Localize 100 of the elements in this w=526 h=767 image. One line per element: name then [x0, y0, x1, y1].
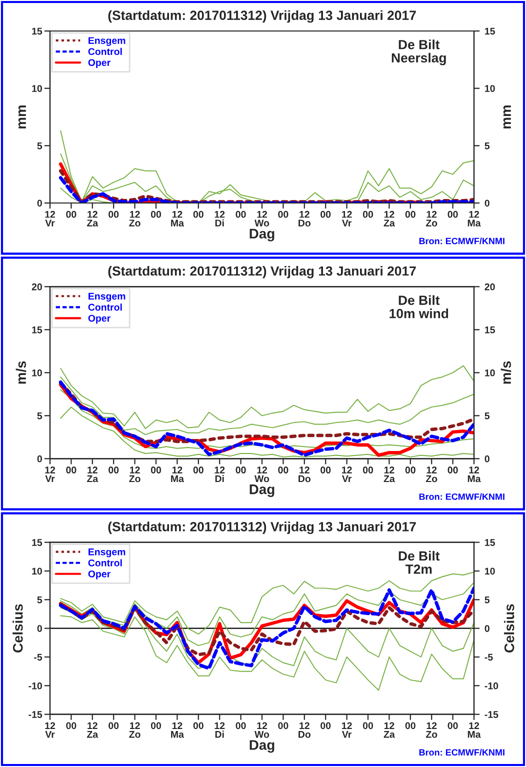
legend-label: Control	[88, 48, 122, 56]
y-tick-label: 0	[37, 625, 42, 632]
y-tick-label: 15	[32, 326, 42, 334]
x-tick-label: 12 Di	[214, 210, 225, 226]
x-tick-label: 00	[193, 210, 204, 218]
x-tick-label: 00	[66, 466, 76, 474]
legend-label: Ensgem	[88, 37, 126, 46]
y2-tick-label: 15	[485, 539, 495, 546]
x-tick-label: 00	[66, 722, 76, 730]
x-tick-label: 00	[405, 466, 416, 474]
y-axis-title: mm	[18, 106, 26, 128]
y2-tick-label: 5	[484, 596, 490, 604]
y2-tick-label: 5	[484, 412, 490, 420]
x-tick-label: 00	[66, 210, 76, 218]
x-tick-label: 00	[193, 466, 204, 474]
y-tick-label: -5	[34, 654, 42, 661]
y-tick-label: 10	[32, 369, 42, 376]
y2-axis-title: Celsius	[504, 604, 514, 652]
y-tick-label: 0	[37, 455, 42, 462]
x-tick-label: 12 Za	[384, 210, 395, 226]
x-axis-title: Dag	[250, 740, 274, 753]
x-tick-label: 12 Ma	[171, 722, 184, 738]
chart-title: (Startdatum: 2017011312) Vrijdag 13 Januari 2017	[108, 266, 416, 278]
x-tick-label: 00	[150, 466, 162, 474]
legend-label: Oper	[88, 570, 110, 580]
y-tick-label: 20	[32, 283, 42, 290]
x-tick-label: 12 Ma	[171, 466, 184, 482]
y2-tick-label: 5	[484, 142, 490, 150]
y-tick-label: 15	[32, 28, 42, 35]
x-tick-label: 12 Zo	[129, 466, 140, 482]
x-tick-label: 00	[448, 210, 458, 218]
y-tick-label: 10	[32, 568, 42, 575]
x-tick-label: 12 Di	[214, 466, 225, 482]
x-tick-label: 00	[320, 466, 331, 474]
x-tick-label: 12 Wo	[254, 722, 270, 738]
x-tick-label: 12 Zo	[426, 466, 438, 482]
y-tick-label: 5	[37, 142, 42, 150]
x-tick-label: 12 Do	[298, 466, 310, 482]
x-tick-label: 12 Ma	[171, 210, 184, 226]
y-axis-title: m/s	[16, 361, 26, 384]
x-tick-label: 00	[278, 722, 288, 730]
y2-tick-label: 0	[484, 200, 490, 207]
x-tick-label: 00	[448, 466, 458, 474]
x-tick-label: 12 Wo	[254, 210, 270, 226]
x-tick-label: 12 Vr	[342, 722, 352, 738]
x-tick-label: 12 Ma	[468, 466, 481, 482]
y-tick-label: 5	[37, 412, 42, 420]
y2-tick-label: -15	[484, 711, 498, 718]
x-tick-label: 12 Zo	[426, 210, 438, 226]
legend-label: Oper	[88, 314, 110, 324]
chart-title: (Startdatum: 2017011312) Vrijdag 13 Januari 2017	[108, 10, 416, 23]
x-tick-label: 00	[236, 210, 246, 218]
x-tick-label: 12 Vr	[342, 210, 352, 226]
x-tick-label: 12 Zo	[426, 722, 438, 738]
annotation: De Bilt 10m wind	[390, 295, 448, 318]
text: Bron: ECMWF/KNMI	[419, 238, 504, 244]
x-tick-label: 12 Ma	[468, 722, 481, 738]
y2-tick-label: 20	[484, 283, 495, 290]
x-tick-label: 12 Za	[384, 722, 395, 738]
y2-tick-label: -5	[484, 654, 493, 661]
legend-label: Control	[88, 304, 122, 311]
x-axis-title: Dag	[250, 484, 274, 498]
x-tick-label: 00	[405, 210, 416, 218]
x-tick-label: 00	[362, 210, 374, 218]
chart-title: (Startdatum: 2017011312) Vrijdag 13 Januari 2017	[108, 522, 416, 534]
x-tick-label: 00	[108, 466, 119, 474]
y2-tick-label: 15	[485, 28, 495, 35]
y-tick-label: 10	[32, 85, 42, 92]
y2-axis-title: mm	[503, 106, 511, 128]
x-tick-label: 12 Di	[214, 722, 225, 738]
annotation: De Bilt Neerslag	[392, 40, 446, 66]
x-tick-label: 12 Do	[298, 722, 310, 738]
y2-tick-label: 10	[485, 85, 495, 92]
x-tick-label: 12 Do	[298, 210, 310, 226]
y2-tick-label: 0	[484, 625, 490, 632]
x-tick-label: 00	[108, 722, 119, 730]
y-tick-label: -10	[28, 682, 42, 690]
x-tick-label: 12 Za	[87, 210, 98, 226]
x-tick-label: 12 Ma	[468, 210, 481, 226]
x-tick-label: 12 Za	[384, 466, 395, 482]
y-axis-title: Celsius	[12, 604, 23, 652]
y-tick-label: 15	[32, 539, 42, 546]
x-tick-label: 00	[193, 722, 204, 730]
x-tick-label: 00	[150, 210, 162, 218]
legend-label: Oper	[88, 59, 110, 68]
x-tick-label: 00	[108, 210, 119, 218]
x-tick-label: 00	[405, 722, 416, 730]
x-tick-label: 00	[320, 722, 331, 730]
y-tick-label: -15	[28, 711, 42, 718]
x-tick-label: 12 Zo	[129, 210, 140, 226]
x-tick-label: 00	[362, 466, 374, 474]
y2-axis-title: m/s	[500, 361, 512, 384]
x-tick-label: 00	[236, 722, 246, 730]
x-tick-label: 12 Vr	[45, 210, 56, 226]
text: Bron: ECMWF/KNMI	[419, 493, 504, 500]
x-tick-label: 12 Vr	[45, 722, 56, 738]
y-tick-label: 0	[37, 200, 42, 207]
legend-label: Control	[88, 559, 122, 566]
legend-label: Ensgem	[88, 292, 126, 302]
y2-tick-label: 0	[484, 455, 490, 462]
